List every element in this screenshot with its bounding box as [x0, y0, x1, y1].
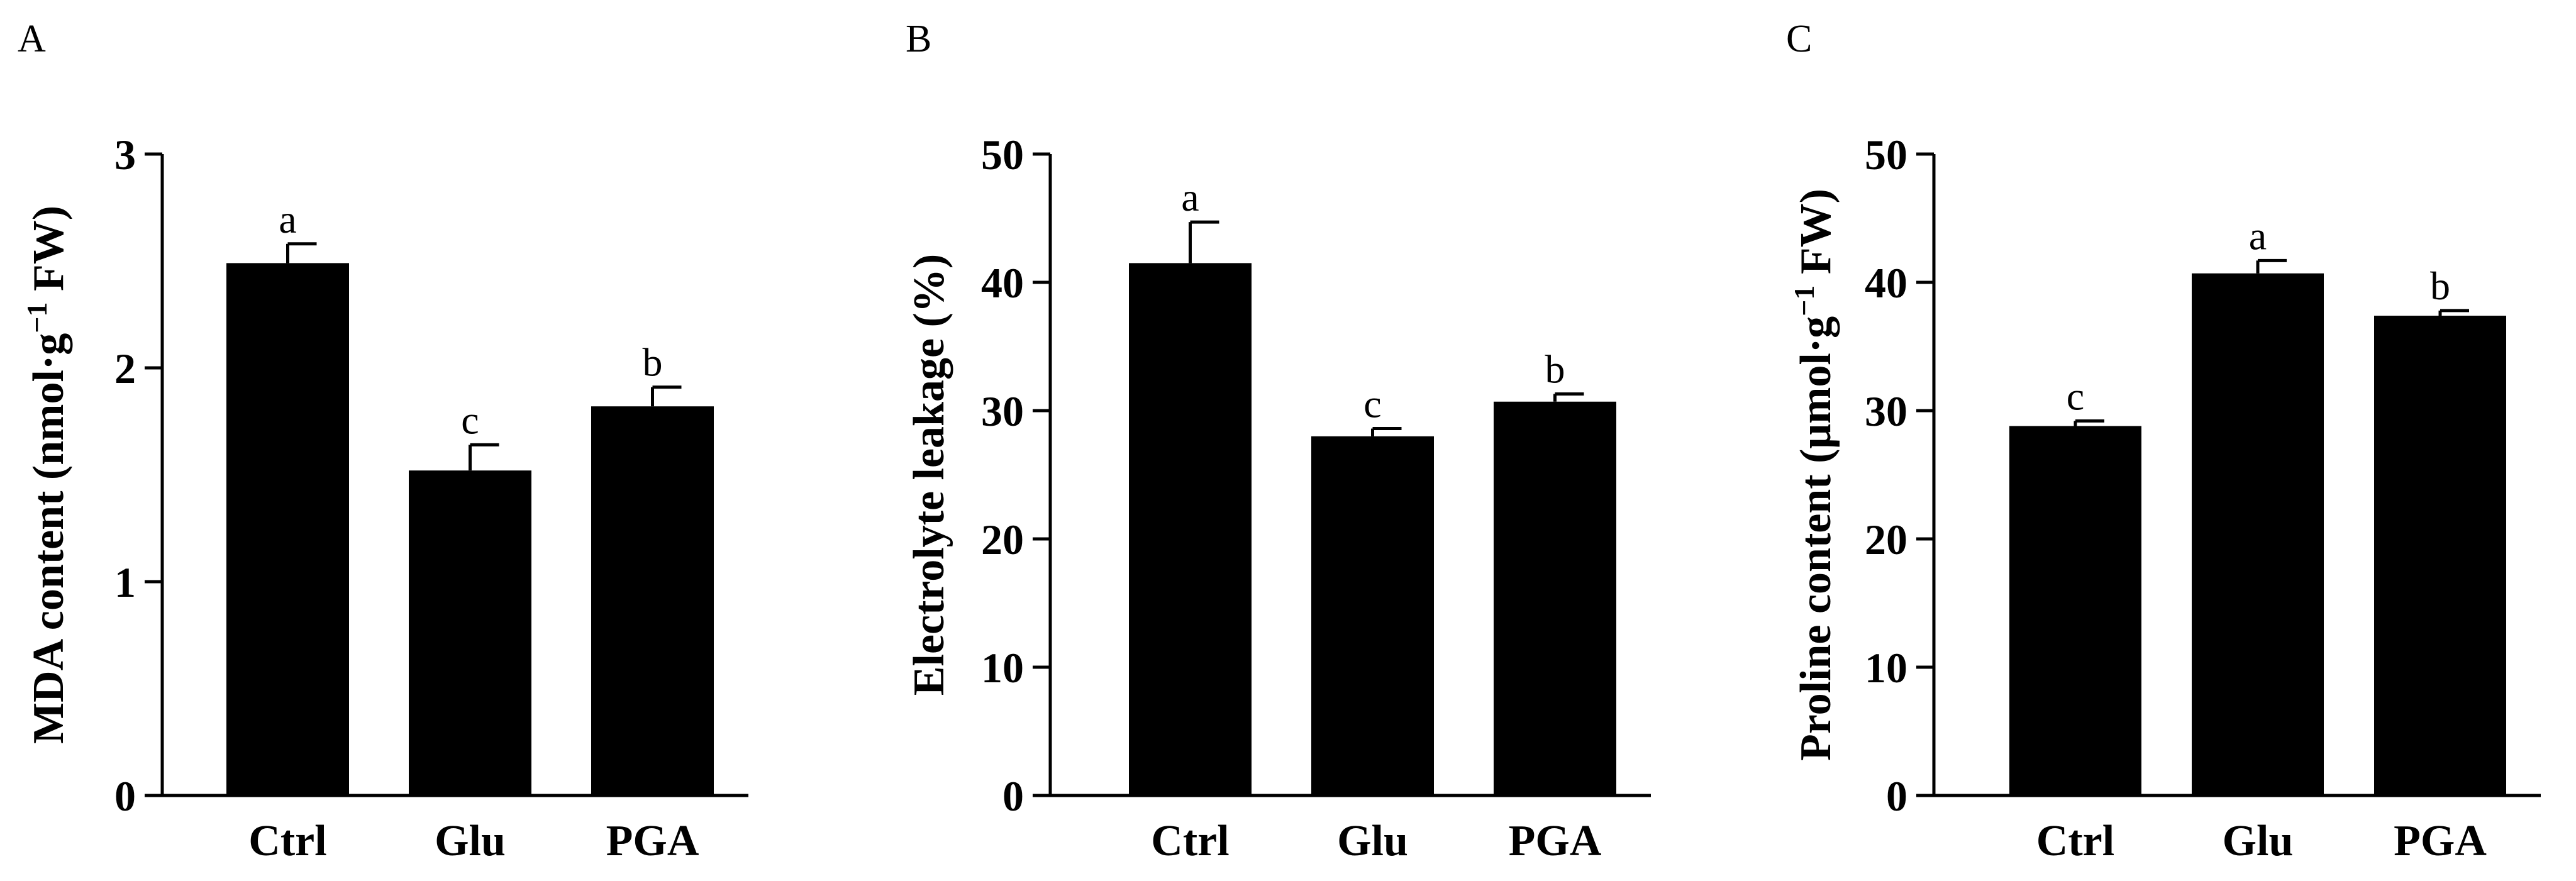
- x-tick-label: PGA: [606, 817, 699, 865]
- y-tick-label: 20: [1865, 516, 1907, 563]
- bar-ctrl: [2009, 426, 2141, 795]
- y-tick-label: 40: [1865, 259, 1907, 307]
- bar-pga: [1494, 401, 1616, 795]
- bar-glu: [2192, 273, 2324, 796]
- bar-pga: [591, 406, 714, 795]
- x-tick-label: Ctrl: [2036, 817, 2114, 865]
- significance-letter: a: [1181, 175, 1199, 219]
- y-axis-title: MDA content (nmol·g−1 FW): [21, 206, 73, 744]
- bar-glu: [409, 470, 531, 795]
- panel-letter: A: [18, 18, 46, 60]
- y-tick-label: 1: [114, 558, 136, 606]
- y-axis-title: Proline content (μmol·g−1 FW): [1788, 189, 1840, 761]
- significance-letter: b: [643, 340, 663, 385]
- y-tick-label: 50: [981, 131, 1024, 179]
- y-tick-label: 20: [981, 516, 1024, 563]
- chart-panel-c: C 0 10 20 30 40 50 Proline content (μmol·g−1 FW…: [1786, 18, 2541, 865]
- bar-glu: [1311, 436, 1434, 795]
- x-tick-label: Ctrl: [248, 817, 326, 865]
- y-tick-label: 3: [114, 131, 136, 179]
- panel-letter: B: [906, 18, 931, 60]
- y-tick-label: 40: [981, 259, 1024, 307]
- y-axis-title-superscript: −1: [1788, 285, 1820, 316]
- x-tick-label: PGA: [2394, 817, 2487, 865]
- y-tick-label: 0: [1886, 772, 1907, 820]
- bar-ctrl: [226, 263, 349, 795]
- y-axis-title-main: MDA content (nmol·g: [25, 333, 73, 744]
- y-axis-title-tail: FW): [1792, 189, 1840, 285]
- chart-panel-a: A 0 1 2 3 MDA content (nmol·g−1 FW) a Ctrl c Glu b…: [18, 18, 748, 865]
- y-tick-label: 10: [1865, 644, 1907, 692]
- y-tick-label: 0: [1002, 772, 1024, 820]
- significance-letter: c: [1363, 382, 1381, 426]
- y-tick-label: 10: [981, 644, 1024, 692]
- y-tick-label: 50: [1865, 131, 1907, 179]
- significance-letter: a: [279, 197, 296, 241]
- significance-letter: b: [1545, 346, 1565, 391]
- significance-letter: c: [2067, 374, 2084, 418]
- y-tick-label: 0: [114, 772, 136, 820]
- x-tick-label: PGA: [1509, 817, 1602, 865]
- x-tick-label: Glu: [435, 817, 506, 865]
- y-axis-title-superscript: −1: [21, 302, 53, 333]
- bar-ctrl: [1129, 263, 1252, 795]
- y-tick-label: 30: [1865, 387, 1907, 435]
- y-tick-label: 30: [981, 387, 1024, 435]
- x-tick-label: Glu: [1337, 817, 1408, 865]
- significance-letter: c: [461, 397, 479, 442]
- bar-pga: [2374, 316, 2506, 795]
- y-axis-title-main: Electrolyte leakage (%): [905, 254, 953, 695]
- y-axis-title: Electrolyte leakage (%): [905, 254, 953, 695]
- y-axis-title-main: Proline content (μmol·g: [1792, 316, 1840, 761]
- panel-letter: C: [1786, 18, 1812, 60]
- significance-letter: b: [2430, 263, 2450, 308]
- y-axis-title-tail: FW): [25, 206, 73, 302]
- y-tick-label: 2: [114, 345, 136, 392]
- x-tick-label: Ctrl: [1151, 817, 1229, 865]
- significance-letter: a: [2249, 213, 2267, 258]
- x-tick-label: Glu: [2223, 817, 2294, 865]
- chart-panel-b: B 0 10 20 30 40 50 Electrolyte leakage (%) a Ctrl…: [905, 18, 1651, 865]
